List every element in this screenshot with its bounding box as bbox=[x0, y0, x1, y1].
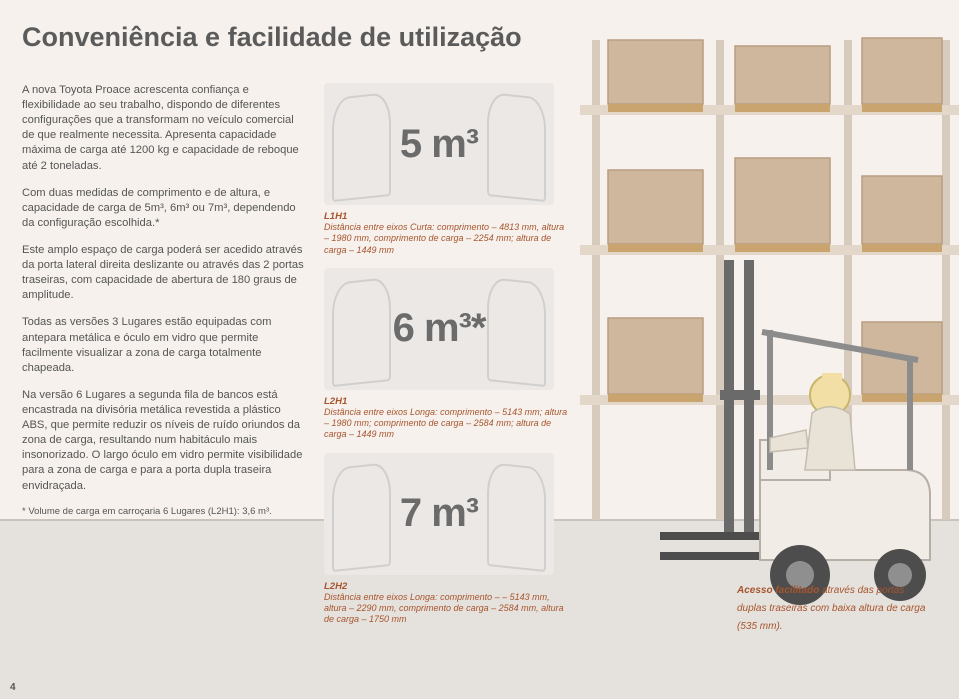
volume-block-3: 7 m³ L2H2 Distância entre eixos Longa: c… bbox=[324, 453, 569, 630]
volume-label-1: 5 m³ bbox=[400, 122, 478, 167]
access-caption-lead: Acesso facilitado bbox=[737, 585, 819, 596]
volume-desc-1: Distância entre eixos Curta: comprimento… bbox=[324, 222, 569, 256]
volume-label-3: 7 m³ bbox=[400, 491, 478, 536]
van-interior-illustration-3: 7 m³ bbox=[324, 453, 554, 575]
paragraph-1: A nova Toyota Proace acrescenta confianç… bbox=[22, 83, 304, 174]
volume-block-1: 5 m³ L1H1 Distância entre eixos Curta: c… bbox=[324, 83, 569, 260]
volume-label-2: 6 m³* bbox=[393, 306, 486, 351]
volume-code-3: L2H2 bbox=[324, 581, 569, 592]
footnote: * Volume de carga em carroçaria 6 Lugare… bbox=[22, 506, 304, 519]
volume-column: 5 m³ L1H1 Distância entre eixos Curta: c… bbox=[324, 83, 569, 689]
paragraph-2: Com duas medidas de comprimento e de alt… bbox=[22, 186, 304, 231]
paragraph-5: Na versão 6 Lugares a segunda fila de ba… bbox=[22, 388, 304, 494]
access-caption: Acesso facilitado através das portas dup… bbox=[737, 580, 927, 634]
body-column: A nova Toyota Proace acrescenta confianç… bbox=[22, 83, 304, 689]
paragraph-3: Este amplo espaço de carga poderá ser ac… bbox=[22, 243, 304, 303]
volume-desc-2: Distância entre eixos Longa: comprimento… bbox=[324, 407, 569, 441]
paragraph-4: Todas as versões 3 Lugares estão equipad… bbox=[22, 315, 304, 375]
volume-code-1: L1H1 bbox=[324, 211, 569, 222]
volume-block-2: 6 m³* L2H1 Distância entre eixos Longa: … bbox=[324, 268, 569, 445]
illustration-column: Acesso facilitado através das portas dup… bbox=[589, 83, 937, 689]
volume-code-2: L2H1 bbox=[324, 396, 569, 407]
van-interior-illustration-1: 5 m³ bbox=[324, 83, 554, 205]
page-number: 4 bbox=[10, 682, 16, 693]
volume-desc-3: Distância entre eixos Longa: comprimento… bbox=[324, 592, 569, 626]
van-interior-illustration-2: 6 m³* bbox=[324, 268, 554, 390]
page-title: Conveniência e facilidade de utilização bbox=[22, 22, 937, 53]
